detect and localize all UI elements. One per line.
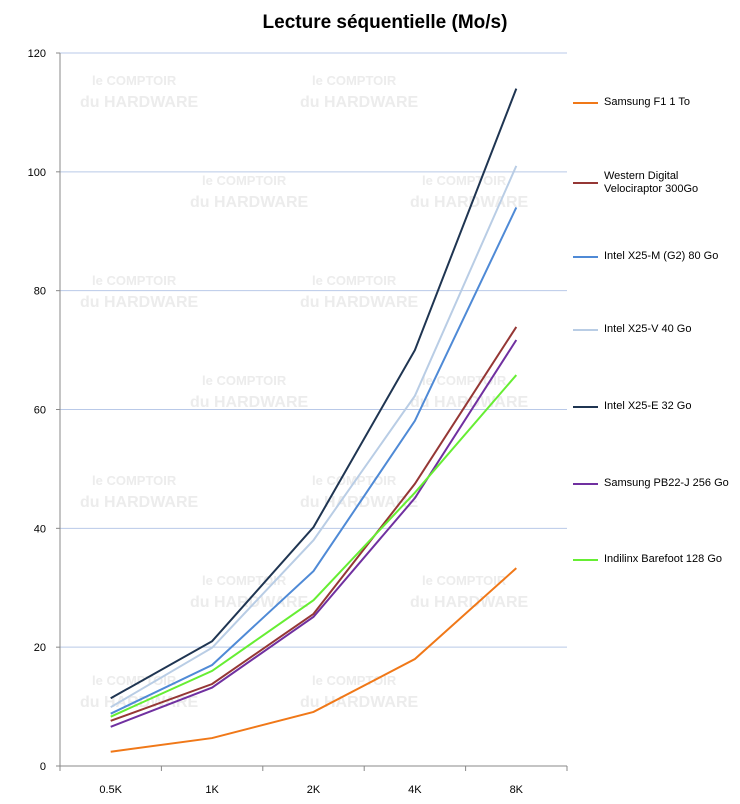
watermark-text: du HARDWARE [300,694,419,711]
watermark-text: le COMPTOIR [312,273,397,288]
watermark-text: le COMPTOIR [202,173,287,188]
series-line [110,165,518,709]
legend-swatch [573,328,598,331]
legend-swatch [573,182,598,184]
legend-item: Samsung F1 1 To [573,96,738,109]
watermark-text: du HARDWARE [190,194,309,211]
series-line [110,567,517,753]
watermark-text: le COMPTOIR [422,173,507,188]
watermark-text: le COMPTOIR [92,473,177,488]
watermark-text: le COMPTOIR [92,73,177,88]
legend-label: Intel X25-V 40 Go [604,323,692,335]
legend-label: Samsung F1 1 To [604,96,691,108]
legend-swatch [573,558,598,561]
legend-swatch [573,255,598,258]
watermark-text: le COMPTOIR [202,373,287,388]
legend-item: Intel X25-M (G2) 80 Go [573,250,738,263]
watermark-text: du HARDWARE [190,394,309,411]
y-tick-label: 100 [28,167,46,179]
legend-swatch [573,482,598,485]
legend-label: Indilinx Barefoot 128 Go [604,553,723,565]
legend-item: Indilinx Barefoot 128 Go [573,553,738,566]
watermark-text: le COMPTOIR [312,73,397,88]
series-line [110,207,518,715]
chart-title: Lecture séquentielle (Mo/s) [262,12,508,33]
legend-label: Samsung PB22-J 256 Go [604,477,729,489]
y-tick-label: 60 [34,405,46,417]
series-line [110,88,518,700]
watermarks: le COMPTOIR du HARDWARE le COMPTOIR du HARD… [80,73,529,711]
y-tick-label: 80 [34,286,46,298]
series-line [110,374,518,718]
series-line [110,339,518,728]
y-tick-label: 120 [28,48,46,60]
legend-item: Intel X25-E 32 Go [573,400,738,413]
y-tick-label: 0 [40,761,46,773]
y-tick-label: 20 [34,642,46,654]
x-tick-label: 4K [408,784,422,796]
legend-item: Samsung PB22-J 256 Go [573,477,738,490]
watermark-text: du HARDWARE [80,494,199,511]
legend-label: Intel X25-M (G2) 80 Go [604,250,719,262]
watermark-text: le COMPTOIR [422,573,507,588]
legend-label: Western Digital Velociraptor 300Go [604,170,699,195]
series-line [110,326,518,722]
watermark-text: du HARDWARE [300,94,419,111]
watermark-text: du HARDWARE [190,594,309,611]
legend-label: Intel X25-E 32 Go [604,400,692,412]
watermark-text: du HARDWARE [300,294,419,311]
watermark-text: du HARDWARE [80,694,199,711]
x-tick-label: 2K [307,784,321,796]
x-tick-label: 8K [510,784,524,796]
y-tick-label: 40 [34,523,46,535]
x-tick-label: 1K [205,784,219,796]
watermark-text: du HARDWARE [410,594,529,611]
legend-swatch [573,101,598,104]
x-tick-label: 0.5K [99,784,122,796]
watermark-text: du HARDWARE [80,294,199,311]
watermark-text: le COMPTOIR [92,273,177,288]
legend-item: Intel X25-V 40 Go [573,323,738,336]
watermark-text: du HARDWARE [410,394,529,411]
watermark-text: le COMPTOIR [422,373,507,388]
legend-item: Western Digital Velociraptor 300Go [573,170,738,196]
watermark-text: le COMPTOIR [202,573,287,588]
watermark-text: le COMPTOIR [312,673,397,688]
watermark-text: le COMPTOIR [92,673,177,688]
legend-swatch [573,405,598,408]
watermark-text: du HARDWARE [80,94,199,111]
